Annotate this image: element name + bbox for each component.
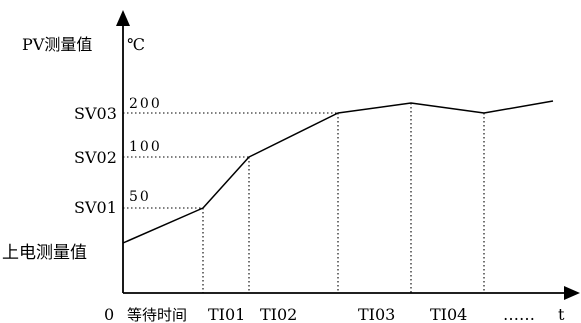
- y-axis-label: PV测量值: [22, 35, 92, 54]
- segment-ti04: TI04: [430, 305, 467, 323]
- segment-ti01: TI01: [208, 305, 245, 323]
- origin-label: 0: [104, 305, 114, 323]
- power-on-measured-label: 上电测量值: [2, 243, 87, 263]
- sv02-value: 100: [129, 139, 162, 155]
- sv01-value: 50: [129, 189, 151, 205]
- y-axis-unit: ℃: [127, 35, 145, 54]
- sv01-label: SV01: [74, 198, 117, 217]
- sv02-label: SV02: [74, 148, 117, 167]
- segment-wait-time: 等待时间: [127, 306, 187, 323]
- x-axis-label: t: [558, 305, 565, 323]
- segment-ellipsis: ……: [503, 305, 535, 323]
- program-curve: [122, 100, 554, 244]
- segment-ti02: TI02: [260, 305, 297, 323]
- segment-ti03: TI03: [358, 305, 395, 323]
- y-axis-arrow: [116, 10, 130, 26]
- sv03-value: 200: [129, 96, 162, 112]
- sv03-label: SV03: [74, 104, 117, 123]
- x-axis-arrow: [564, 286, 580, 300]
